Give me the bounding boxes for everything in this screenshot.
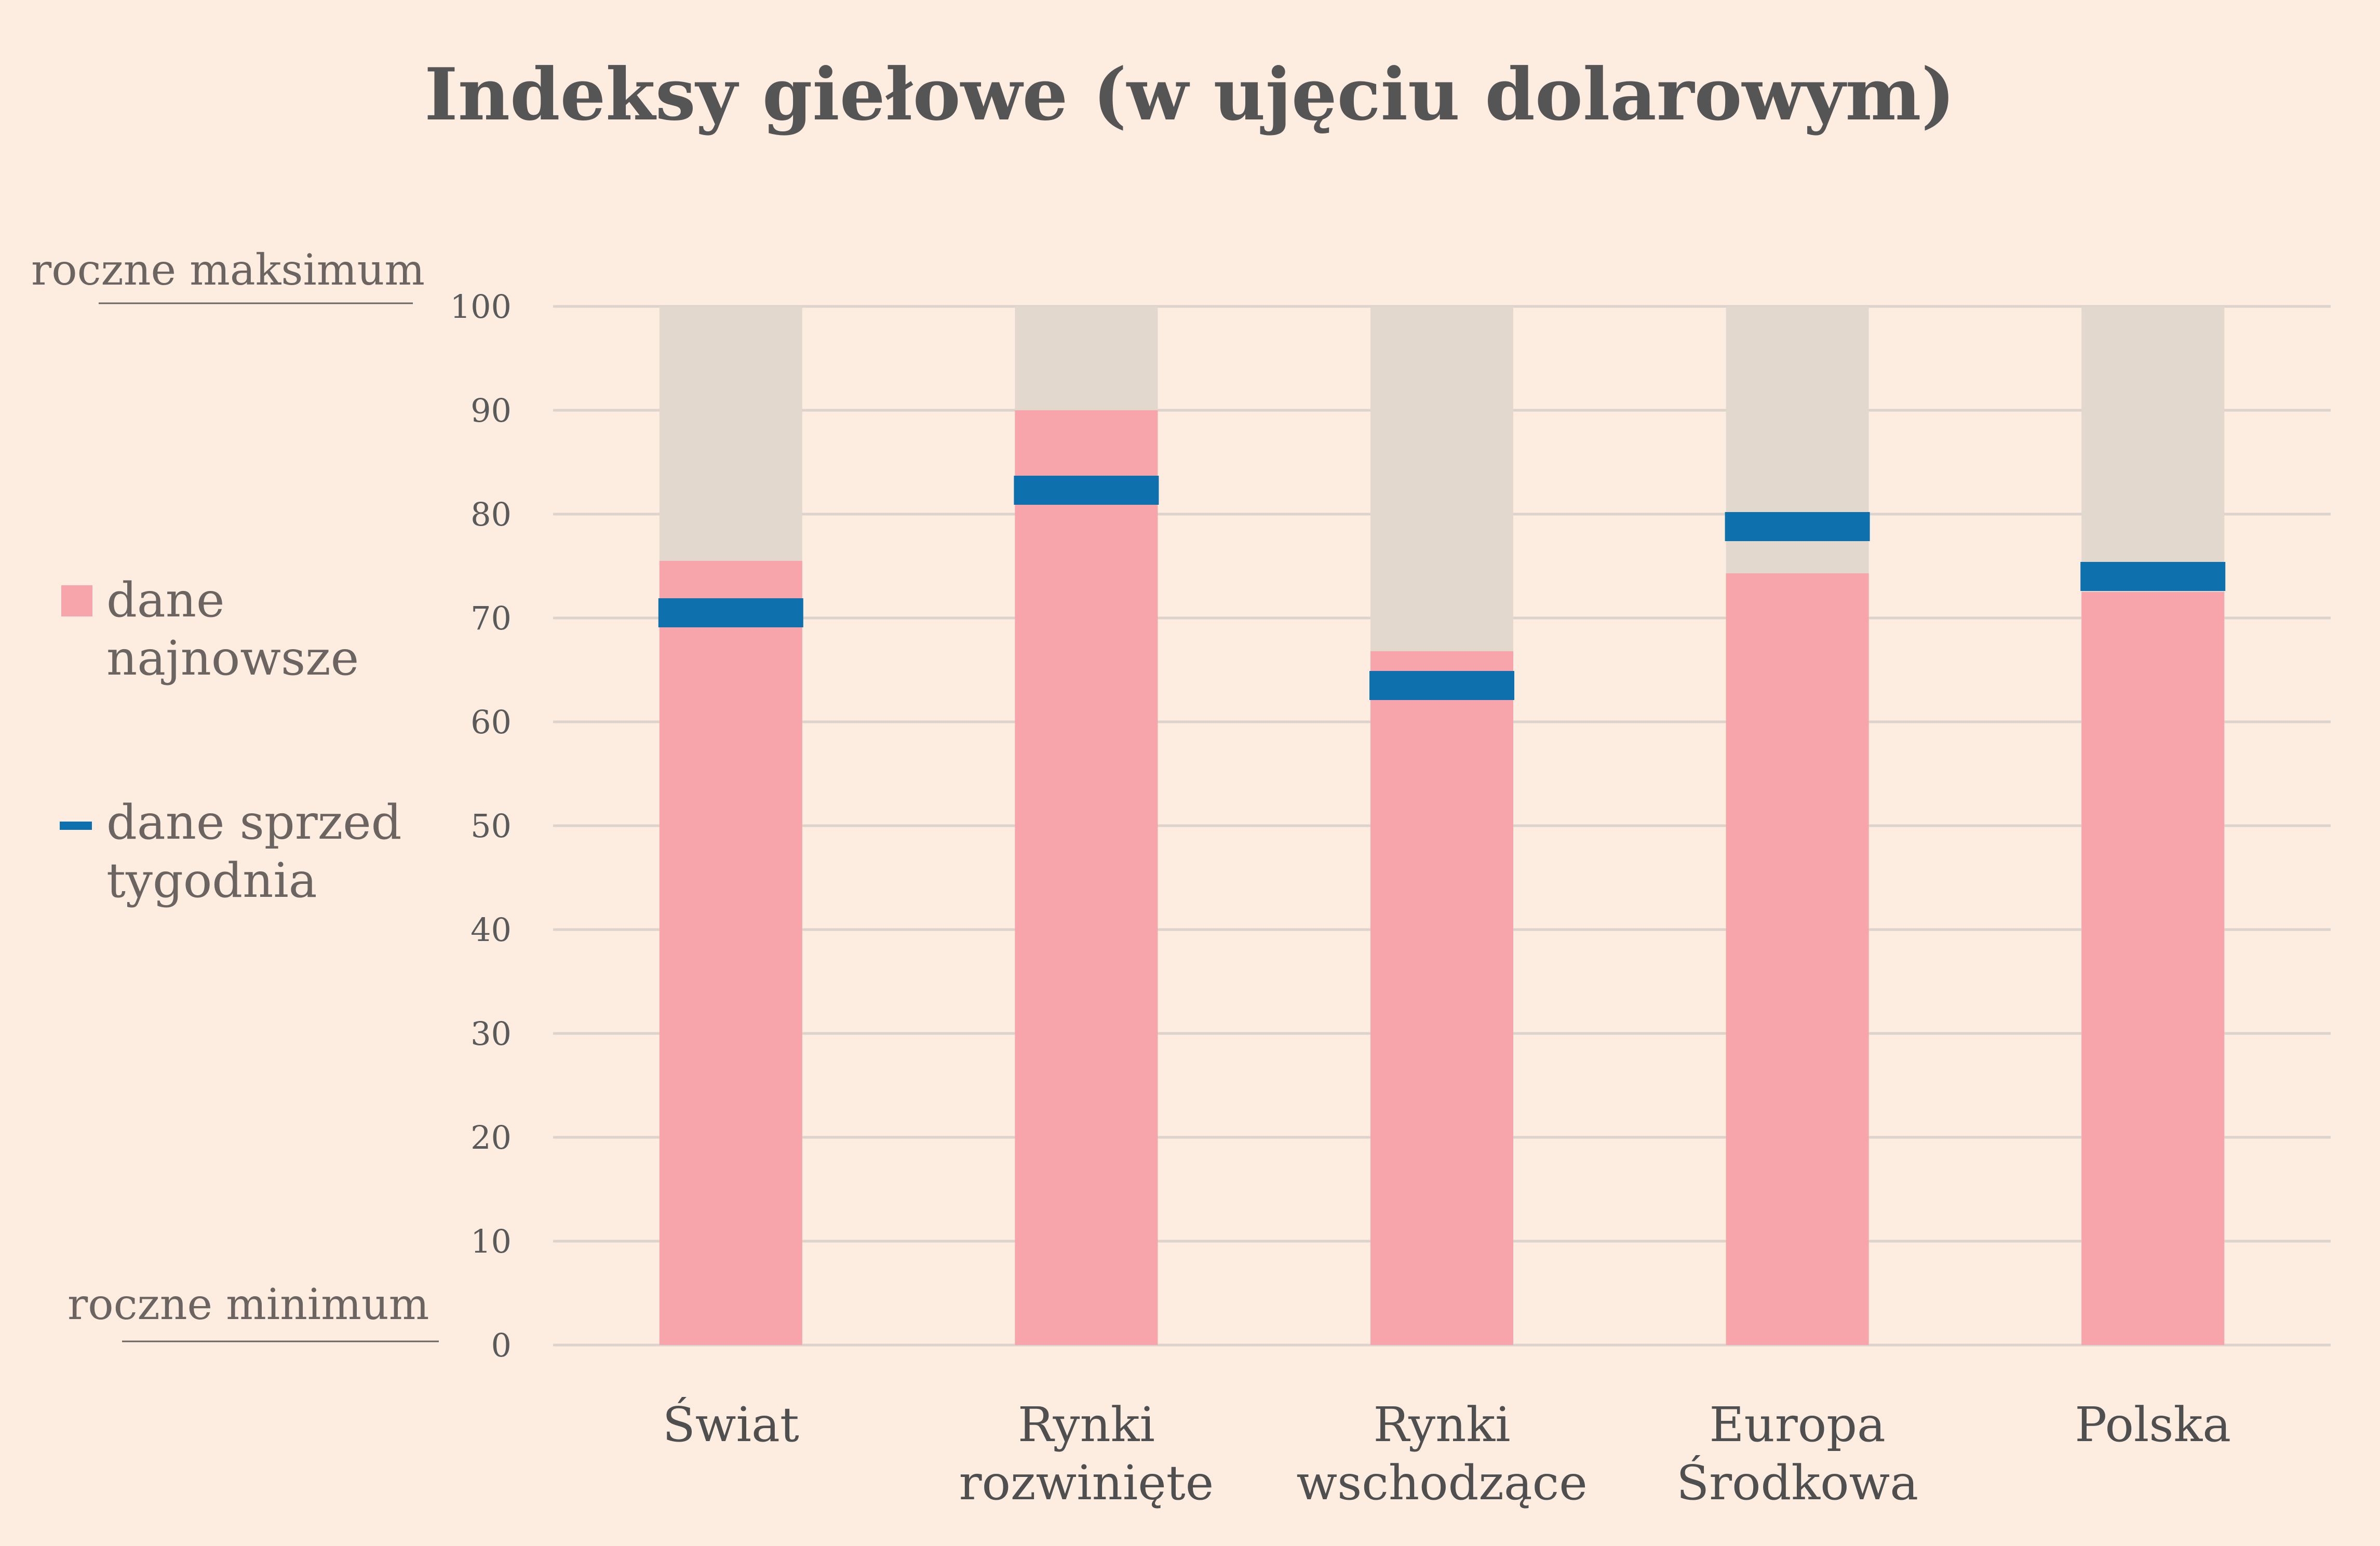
y-tick-label: 0 bbox=[491, 1326, 512, 1364]
y-tick-label: 80 bbox=[470, 495, 512, 533]
latest-bar bbox=[1015, 410, 1158, 1345]
y-tick-label: 20 bbox=[470, 1119, 512, 1157]
legend-swatch-week-ago bbox=[60, 822, 92, 830]
y-min-label: roczne minimum bbox=[68, 1280, 429, 1329]
x-category-label-line: Polska bbox=[2075, 1397, 2231, 1453]
x-category-label-line: Rynki bbox=[1373, 1397, 1510, 1453]
y-tick-label: 40 bbox=[470, 911, 512, 949]
x-category-label: Świat bbox=[663, 1396, 799, 1453]
x-category-label: Polska bbox=[2075, 1397, 2231, 1453]
x-category-label-line: Rynki bbox=[1018, 1397, 1155, 1453]
bars bbox=[658, 306, 2226, 1345]
y-tick-label: 70 bbox=[470, 599, 512, 637]
legend-swatch-latest bbox=[61, 585, 92, 616]
latest-bar bbox=[1726, 573, 1869, 1345]
legend: dane najnowsze dane sprzed tygodnia bbox=[60, 572, 417, 908]
legend-item-latest: dane najnowsze bbox=[61, 572, 359, 686]
y-max-label: roczne maksimum bbox=[31, 246, 425, 295]
legend-label-latest-line1: dane bbox=[106, 572, 224, 628]
y-min-annotation: roczne minimum bbox=[68, 1280, 439, 1342]
legend-label-week-ago: dane sprzed tygodnia bbox=[106, 795, 417, 908]
legend-label-week-ago-line1: dane sprzed bbox=[106, 795, 402, 850]
legend-item-week-ago: dane sprzed tygodnia bbox=[60, 795, 417, 908]
y-max-annotation: roczne maksimum bbox=[31, 246, 425, 304]
x-category-label: Rynki rozwinięte bbox=[959, 1397, 1214, 1511]
week-ago-marker bbox=[2080, 562, 2226, 591]
legend-label-week-ago-line2: tygodnia bbox=[106, 853, 317, 908]
y-tick-label: 50 bbox=[470, 807, 512, 845]
latest-bar bbox=[659, 561, 802, 1345]
x-category-label-line: wschodzące bbox=[1296, 1455, 1587, 1511]
y-tick-label: 100 bbox=[450, 288, 512, 326]
x-category-label-line: Świat bbox=[663, 1396, 799, 1453]
y-tick-label: 90 bbox=[470, 392, 512, 429]
x-category-label-line: Europa bbox=[1709, 1397, 1886, 1453]
latest-bar bbox=[2081, 592, 2225, 1345]
y-tick-label: 10 bbox=[470, 1222, 512, 1260]
y-tick-label: 60 bbox=[470, 703, 512, 741]
x-category-label-line: Środkowa bbox=[1676, 1455, 1918, 1511]
legend-label-latest-line2: najnowsze bbox=[106, 630, 359, 686]
x-category-label: Europa Środkowa bbox=[1676, 1397, 1918, 1511]
week-ago-marker bbox=[658, 598, 803, 627]
y-axis-ticks: 0 10 20 30 40 50 60 70 80 90 100 bbox=[450, 288, 512, 1364]
week-ago-marker bbox=[1369, 671, 1514, 700]
x-category-label-line: rozwinięte bbox=[959, 1455, 1214, 1511]
legend-label-latest: dane najnowsze bbox=[106, 572, 359, 686]
latest-bar bbox=[1370, 651, 1513, 1345]
y-tick-label: 30 bbox=[470, 1015, 512, 1053]
x-category-label: Rynki wschodzące bbox=[1296, 1397, 1587, 1511]
week-ago-marker bbox=[1725, 512, 1870, 541]
week-ago-marker bbox=[1014, 476, 1159, 505]
chart-title: Indeksy giełowe (w ujęciu dolarowym) bbox=[424, 52, 1955, 137]
